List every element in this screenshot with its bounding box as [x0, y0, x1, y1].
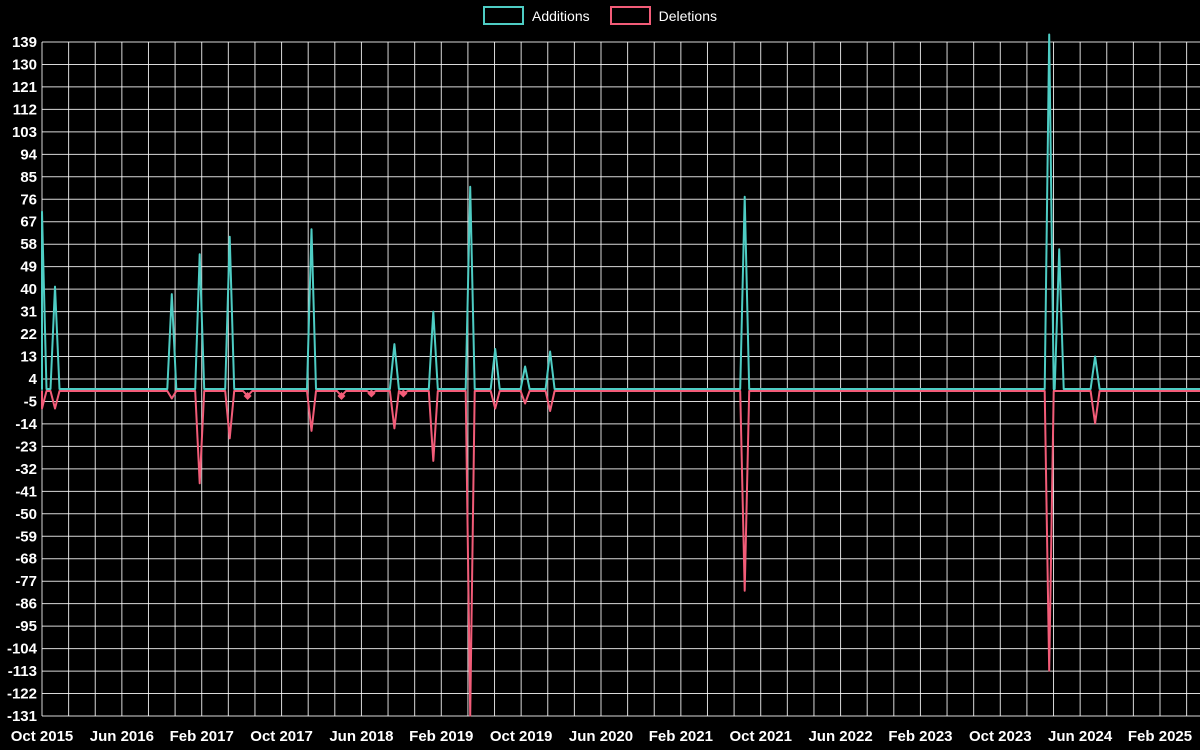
svg-text:-122: -122 — [7, 686, 37, 703]
svg-text:49: 49 — [20, 259, 37, 276]
svg-text:-68: -68 — [15, 551, 37, 568]
svg-text:121: 121 — [12, 79, 37, 96]
svg-text:Oct 2021: Oct 2021 — [729, 728, 792, 745]
svg-text:40: 40 — [20, 281, 37, 298]
svg-text:-50: -50 — [15, 506, 37, 523]
legend-label-deletions: Deletions — [658, 7, 717, 24]
svg-text:-32: -32 — [15, 461, 37, 478]
svg-text:-104: -104 — [7, 641, 38, 658]
svg-text:-113: -113 — [8, 663, 37, 680]
deletions-swatch-icon — [609, 6, 651, 25]
svg-text:22: 22 — [20, 326, 37, 343]
svg-text:-59: -59 — [15, 528, 37, 545]
svg-text:130: 130 — [12, 56, 37, 73]
svg-text:-131: -131 — [7, 708, 37, 725]
additions-swatch-icon — [483, 6, 525, 25]
legend-item-additions[interactable]: Additions — [483, 6, 590, 25]
svg-text:-77: -77 — [15, 573, 37, 590]
svg-text:94: 94 — [20, 146, 37, 163]
svg-text:Oct 2015: Oct 2015 — [11, 728, 74, 745]
svg-text:Oct 2017: Oct 2017 — [250, 728, 313, 745]
svg-text:-95: -95 — [15, 618, 37, 635]
svg-text:4: 4 — [29, 371, 38, 388]
svg-text:112: 112 — [13, 101, 37, 118]
svg-text:76: 76 — [20, 191, 37, 208]
svg-text:Feb 2021: Feb 2021 — [649, 728, 713, 745]
svg-text:31: 31 — [20, 304, 37, 321]
legend-item-deletions[interactable]: Deletions — [609, 6, 717, 25]
svg-text:103: 103 — [12, 124, 37, 141]
svg-text:-86: -86 — [15, 596, 37, 613]
svg-text:Jun 2016: Jun 2016 — [90, 728, 154, 745]
svg-text:-14: -14 — [15, 416, 37, 433]
svg-text:-41: -41 — [15, 483, 37, 500]
svg-text:Feb 2019: Feb 2019 — [409, 728, 473, 745]
svg-text:58: 58 — [20, 236, 37, 253]
svg-text:139: 139 — [12, 34, 37, 51]
svg-text:Jun 2018: Jun 2018 — [329, 728, 393, 745]
svg-text:Oct 2019: Oct 2019 — [490, 728, 553, 745]
svg-text:Feb 2025: Feb 2025 — [1128, 728, 1192, 745]
svg-text:Oct 2023: Oct 2023 — [969, 728, 1032, 745]
svg-text:-5: -5 — [24, 393, 37, 410]
svg-text:-23: -23 — [15, 438, 37, 455]
svg-text:13: 13 — [20, 349, 37, 366]
chart-legend: Additions Deletions — [0, 6, 1200, 25]
svg-text:67: 67 — [20, 214, 37, 231]
svg-text:Jun 2024: Jun 2024 — [1048, 728, 1113, 745]
svg-text:Feb 2017: Feb 2017 — [170, 728, 234, 745]
svg-text:85: 85 — [20, 169, 37, 186]
svg-text:Jun 2020: Jun 2020 — [569, 728, 633, 745]
svg-text:Feb 2023: Feb 2023 — [888, 728, 952, 745]
svg-text:Jun 2022: Jun 2022 — [808, 728, 872, 745]
legend-label-additions: Additions — [532, 7, 590, 24]
